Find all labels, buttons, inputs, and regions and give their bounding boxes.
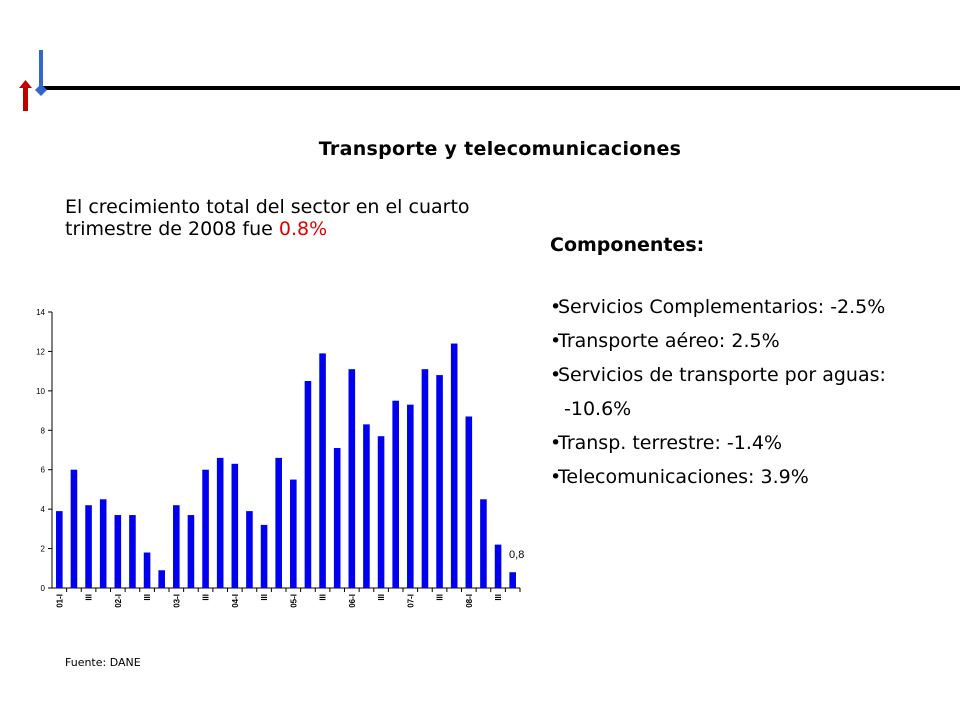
x-tick-label: III: [319, 594, 328, 601]
bar: [246, 511, 253, 588]
bar: [480, 499, 487, 588]
x-tick-label: 08-I: [465, 594, 474, 608]
components-heading: Componentes:: [550, 234, 705, 256]
bar: [70, 469, 78, 588]
bar: [348, 369, 356, 588]
component-item-continuation: -10.6%: [550, 392, 950, 426]
bar: [173, 505, 180, 588]
bar: [231, 463, 239, 588]
source-note: Fuente: DANE: [65, 656, 141, 669]
y-tick-label: 6: [41, 466, 46, 475]
y-tick-label: 8: [41, 426, 46, 435]
component-label: Servicios Complementarios: -2.5%: [558, 296, 886, 318]
bar: [319, 353, 326, 588]
bar: [202, 469, 209, 588]
x-tick-label: III: [494, 594, 503, 601]
x-tick-label: 04-I: [231, 594, 240, 608]
header-rule: [40, 86, 960, 90]
bullet-icon: •: [550, 364, 562, 386]
x-tick-label: 07-I: [406, 594, 415, 608]
component-label: Servicios de transporte por aguas:: [558, 364, 886, 386]
bullet-icon: •: [550, 432, 562, 454]
bar: [304, 381, 312, 588]
bar: [216, 457, 224, 588]
bar: [114, 515, 122, 588]
x-tick-label: 02-I: [114, 594, 123, 608]
x-tick-label: III: [436, 594, 445, 601]
bar: [450, 343, 458, 588]
component-item: •Servicios Complementarios: -2.5%: [550, 290, 950, 324]
component-item: •Servicios de transporte por aguas:: [550, 358, 950, 392]
x-tick-label: III: [377, 594, 386, 601]
x-tick-label: 06-I: [348, 594, 357, 608]
y-tick-label: 10: [36, 387, 45, 396]
x-tick-label: 05-I: [289, 594, 298, 608]
components-panel: Componentes: •Servicios Complementarios:…: [550, 234, 950, 494]
x-tick-label: III: [260, 594, 269, 601]
bar: [143, 552, 151, 588]
component-label: Transp. terrestre: -1.4%: [558, 432, 783, 454]
component-item: •Telecomunicaciones: 3.9%: [550, 460, 950, 494]
component-label: Telecomunicaciones: 3.9%: [558, 466, 809, 488]
bar: [377, 436, 385, 588]
y-tick-label: 12: [36, 347, 45, 356]
bar: [158, 570, 165, 588]
logo-icon: [19, 50, 47, 111]
bullet-icon: •: [550, 466, 562, 488]
y-tick-label: 4: [41, 505, 46, 514]
bar: [421, 369, 429, 588]
bar: [509, 572, 516, 588]
intro-text: El crecimiento total del sector en el cu…: [65, 196, 505, 240]
bar: [494, 544, 502, 588]
bar: [129, 515, 136, 588]
bar: [363, 424, 370, 588]
bullet-icon: •: [550, 296, 562, 318]
y-tick-label: 0: [41, 584, 46, 593]
bar: [99, 499, 107, 588]
bar: [275, 457, 282, 588]
bar: [436, 375, 443, 588]
intro-highlight-value: 0.8%: [278, 218, 328, 240]
component-item: •Transporte aéreo: 2.5%: [550, 324, 950, 358]
y-tick-label: 2: [41, 545, 46, 554]
bar: [56, 511, 63, 588]
bar: [85, 505, 92, 588]
bar: [407, 404, 414, 588]
component-item: •Transp. terrestre: -1.4%: [550, 426, 950, 460]
bar: [465, 416, 473, 588]
x-tick-label: 01-I: [55, 594, 64, 608]
page-title: Transporte y telecomunicaciones: [318, 138, 682, 160]
x-tick-label: III: [143, 594, 152, 601]
bar-chart: 0 2 4 6 8 10 12 14 01-I III 02-I III 03-I III 04-I III 0…: [36, 308, 524, 608]
component-label: -10.6%: [564, 398, 632, 420]
y-tick-label: 14: [36, 308, 45, 317]
components-list: •Servicios Complementarios: -2.5% •Trans…: [550, 290, 950, 494]
bar: [333, 448, 341, 588]
bar: [260, 524, 268, 588]
bar: [187, 515, 195, 588]
x-tick-label: 03-I: [172, 594, 181, 608]
component-label: Transporte aéreo: 2.5%: [558, 330, 780, 352]
bar: [290, 479, 297, 588]
bullet-icon: •: [550, 330, 562, 352]
x-tick-label: III: [85, 594, 94, 601]
intro-sentence: El crecimiento total del sector en el cu…: [65, 196, 470, 240]
x-tick-label: III: [202, 594, 211, 601]
data-label: 0,8: [509, 549, 524, 561]
bar: [392, 400, 399, 588]
